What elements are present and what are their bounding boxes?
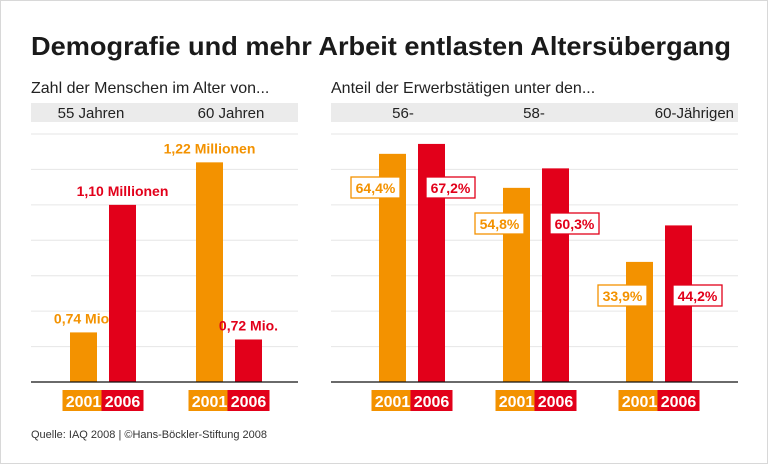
- bar-2006: [109, 204, 136, 382]
- left-chart-subtitle: Zahl der Menschen im Alter von...: [31, 80, 269, 97]
- category-label: 60 Jahren: [198, 105, 265, 122]
- category-label: 58-: [523, 105, 545, 122]
- value-label: 1,22 Millionen: [164, 140, 256, 156]
- value-label: 33,9%: [603, 288, 643, 304]
- bar-2001: [196, 162, 223, 382]
- bar-2001: [70, 332, 97, 382]
- year-label: 2001: [192, 394, 228, 411]
- year-label: 2006: [414, 394, 450, 411]
- value-label-box: [549, 212, 600, 235]
- value-label: 1,10 Millionen: [77, 183, 169, 199]
- year-label-bg: [62, 390, 105, 411]
- year-label-bg: [188, 390, 231, 411]
- category-label: 60-Jährigen: [655, 105, 734, 122]
- year-label-bg: [101, 390, 144, 411]
- source-note: Quelle: IAQ 2008 | ©Hans-Böckler-Stiftun…: [31, 429, 267, 441]
- value-label-box: [350, 176, 401, 199]
- value-label-box: [597, 284, 648, 307]
- year-label: 2001: [499, 394, 535, 411]
- year-label-bg: [657, 390, 700, 411]
- year-label: 2006: [538, 394, 574, 411]
- year-label-bg: [227, 390, 270, 411]
- year-label: 2006: [105, 394, 141, 411]
- value-label: 64,4%: [356, 180, 396, 196]
- year-label-bg: [371, 390, 414, 411]
- year-label: 2001: [375, 394, 411, 411]
- year-label: 2001: [66, 394, 102, 411]
- category-label: 56-: [392, 105, 414, 122]
- category-band: [331, 103, 738, 122]
- value-label: 0,72 Mio.: [219, 317, 278, 333]
- year-label-bg: [534, 390, 577, 411]
- year-label-bg: [618, 390, 661, 411]
- year-label: 2006: [661, 394, 697, 411]
- category-label: 55 Jahren: [58, 105, 125, 122]
- category-band: [31, 103, 298, 122]
- value-label-box: [425, 176, 476, 199]
- bar-2001: [626, 261, 653, 382]
- value-label: 54,8%: [480, 216, 520, 232]
- value-label: 0,74 Mio.: [54, 310, 113, 326]
- value-label: 67,2%: [431, 180, 471, 196]
- bar-2006: [235, 339, 262, 382]
- bar-2006: [542, 168, 569, 382]
- value-label-box: [474, 212, 525, 235]
- value-label-box: [672, 284, 723, 307]
- year-label-bg: [495, 390, 538, 411]
- year-label: 2006: [231, 394, 267, 411]
- value-label: 60,3%: [555, 216, 595, 232]
- year-label: 2001: [622, 394, 658, 411]
- right-chart-subtitle: Anteil der Erwerbstätigen unter den...: [331, 80, 595, 97]
- value-label: 44,2%: [678, 288, 718, 304]
- chart-title: Demografie und mehr Arbeit entlasten Alt…: [31, 31, 731, 61]
- year-label-bg: [410, 390, 453, 411]
